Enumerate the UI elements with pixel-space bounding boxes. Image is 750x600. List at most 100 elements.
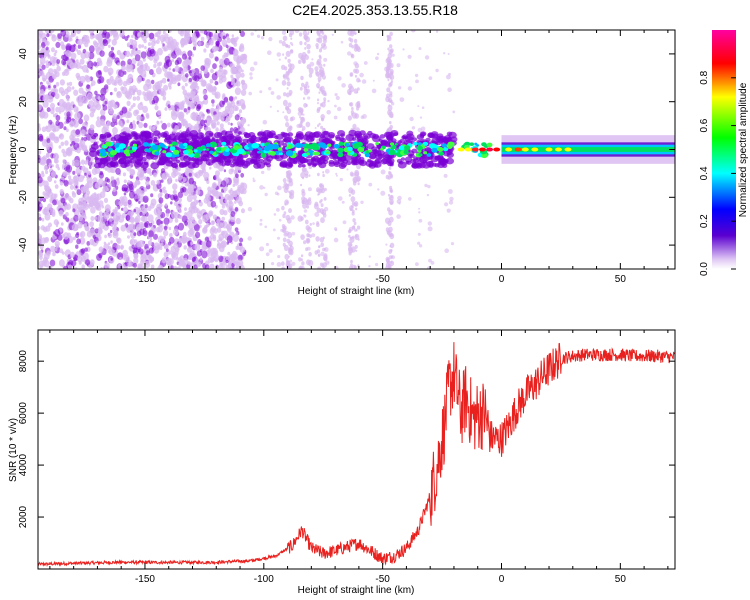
spectrogram-band-core-blob <box>131 146 138 151</box>
spectrogram-band <box>259 158 264 163</box>
spectrogram-band-core-blob <box>277 147 283 151</box>
spectrogram-speckle <box>217 239 220 243</box>
spectrogram-speckle <box>325 260 330 265</box>
spectrogram-speckle <box>305 36 310 43</box>
spectrogram-speckle <box>337 106 342 112</box>
spectrogram-speckle <box>106 120 111 127</box>
spectrogram-speckle <box>98 246 104 253</box>
spectrogram-speckle <box>288 240 293 247</box>
spectrogram-speckle <box>43 165 49 171</box>
spectrogram-band-core-blob <box>172 149 180 155</box>
spectrogram-band-core-blob <box>269 151 276 156</box>
spectrogram-speckle <box>114 206 119 212</box>
spectrogram-speckle <box>144 204 148 209</box>
spectrogram-band-core-blob <box>142 142 149 147</box>
spectrogram-speckle <box>70 52 77 60</box>
spectrogram-speckle <box>375 56 379 60</box>
spectrogram-speckle <box>389 44 393 49</box>
spectrogram-speckle <box>353 177 358 183</box>
spectrogram-speckle <box>53 180 57 184</box>
spectrogram-band-core-blob <box>154 151 160 156</box>
spectrogram-speckle <box>264 192 268 197</box>
spectrogram-speckle <box>408 197 412 201</box>
spectrogram-speckle <box>140 259 145 265</box>
spectrogram-speckle <box>76 189 82 196</box>
spectrogram-speckle <box>94 193 100 200</box>
spectrogram-speckle <box>211 103 215 107</box>
spectrogram-speckle <box>315 43 319 48</box>
spectrogram-speckle <box>283 232 288 237</box>
spectrogram-speckle <box>107 242 111 246</box>
spectrogram-speckle <box>40 89 44 93</box>
spectrogram-speckle <box>387 193 391 197</box>
spectrogram-speckle <box>116 49 121 56</box>
spectrogram-speckle <box>240 89 247 96</box>
spectrogram-band <box>274 154 284 162</box>
spectrogram-speckle <box>205 240 212 248</box>
spectrogram-speckle <box>131 244 135 249</box>
spectrogram-speckle <box>187 106 191 111</box>
spectrogram-speckle <box>39 57 46 65</box>
spectrogram-speckle <box>96 42 100 46</box>
spectrogram-speckle <box>195 105 201 112</box>
spectrogram-speckle <box>201 115 205 120</box>
spectrogram-band <box>250 138 257 144</box>
spectrogram-speckle <box>144 46 147 50</box>
spectrogram-band <box>366 143 375 150</box>
spectrogram-speckle <box>247 236 252 241</box>
spectrogram-band-core-blob <box>346 146 353 152</box>
spectrogram-speckle <box>100 109 106 116</box>
spectrogram-band-core-blob <box>235 153 239 157</box>
snr-y-tick-label: 8000 <box>18 350 29 373</box>
spectrogram-speckle <box>210 233 215 240</box>
spectrogram-speckle <box>174 218 179 223</box>
spectrogram-speckle <box>402 48 405 51</box>
spectrogram-speckle <box>203 94 208 100</box>
spectrogram-band <box>106 133 112 138</box>
spectrogram-speckle <box>75 48 78 52</box>
spectrogram-speckle <box>335 95 340 101</box>
spectrogram-speckle <box>170 44 175 50</box>
spectrogram-x-tick-label: -50 <box>375 274 390 285</box>
spectrogram-speckle <box>285 75 289 79</box>
spectrogram-speckle <box>74 209 80 217</box>
spectrogram-speckle <box>391 53 395 57</box>
spectrogram-speckle <box>315 70 319 75</box>
spectrogram-speckle <box>154 32 159 38</box>
spectrogram-speckle <box>76 238 81 245</box>
spectrogram-speckle <box>68 181 72 185</box>
spectrogram-speckle <box>320 125 324 130</box>
spectrogram-speckle <box>319 72 324 78</box>
spectrogram-speckle <box>322 236 325 240</box>
spectrogram-speckle <box>348 226 354 232</box>
spectrogram-speckle <box>276 52 282 57</box>
spectrogram-speckle <box>307 85 310 88</box>
spectrogram-speckle <box>323 197 327 201</box>
spectrogram-speckle <box>288 255 291 258</box>
spectrogram-speckle <box>164 107 168 111</box>
spectrogram-band <box>312 131 320 138</box>
spectrogram-speckle <box>45 86 48 90</box>
spectrogram-speckle <box>342 220 347 225</box>
spectrogram-speckle <box>104 204 111 213</box>
spectrogram-band-core-blob <box>285 150 294 157</box>
spectrogram-speckle <box>311 58 314 61</box>
spectrogram-speckle <box>92 40 98 46</box>
spectrogram-speckle <box>50 245 56 253</box>
spectrogram-speckle <box>208 39 214 46</box>
spectrogram-speckle <box>136 76 142 83</box>
snr-y-tick-label: 2000 <box>18 505 29 528</box>
spectrogram-speckle <box>417 241 421 245</box>
spectrogram-speckle <box>298 257 302 262</box>
spectrogram-speckle <box>282 186 285 189</box>
spectrogram-speckle <box>335 172 338 175</box>
spectrogram-speckle <box>165 248 169 253</box>
spectrogram-speckle <box>143 222 148 228</box>
spectrogram-speckle <box>173 228 179 236</box>
spectrogram-speckle <box>138 195 141 199</box>
spectrogram-speckle <box>122 172 127 177</box>
spectrogram-speckle <box>81 264 85 269</box>
spectrogram-band-core-blob <box>312 151 317 156</box>
spectrogram-speckle <box>58 210 64 217</box>
spectrogram-speckle <box>101 205 105 209</box>
